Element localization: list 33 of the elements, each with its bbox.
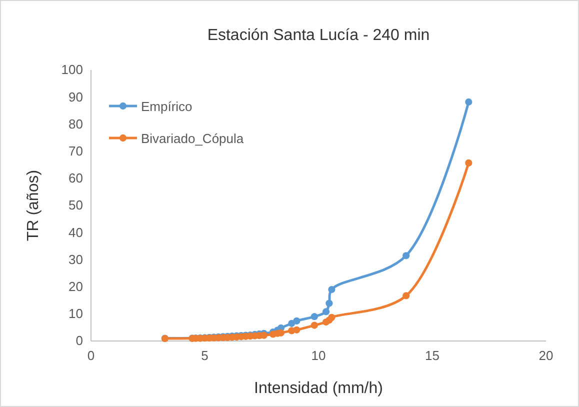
x-tick-label: 10 [311,348,326,364]
x-tick-label: 20 [538,348,554,364]
point [402,252,410,260]
y-tick-label: 80 [68,116,83,132]
y-tick-label: 20 [68,278,83,294]
y-axis-title: TR (años) [25,170,42,242]
point [402,292,410,300]
point [310,313,318,320]
legend-label: Empírico [141,99,192,114]
y-tick-label: 100 [61,62,83,78]
point [328,286,336,294]
legend-label: Bivariado_Cópula [141,131,244,146]
y-tick-label: 90 [68,89,83,104]
chart-title: Estación Santa Lucía - 240 min [207,27,430,44]
y-tick-label: 60 [68,170,83,186]
x-axis-title: Intensidad (mm/h) [254,380,383,397]
point [326,300,333,307]
point [293,317,300,325]
y-tick-label: 50 [68,198,83,213]
point [293,326,300,334]
y-tick-label: 40 [68,224,83,240]
y-tick-label: 70 [68,143,83,158]
y-tick-label: 0 [76,333,83,348]
point [328,314,336,321]
point [465,98,472,106]
x-tick-label: 15 [425,348,440,364]
point [465,159,472,167]
x-tick-label: 0 [87,348,95,364]
y-tick-label: 30 [68,252,83,267]
y-tick-label: 10 [68,306,83,322]
point [310,322,318,329]
x-tick-label: 5 [201,348,208,364]
point [322,308,330,316]
